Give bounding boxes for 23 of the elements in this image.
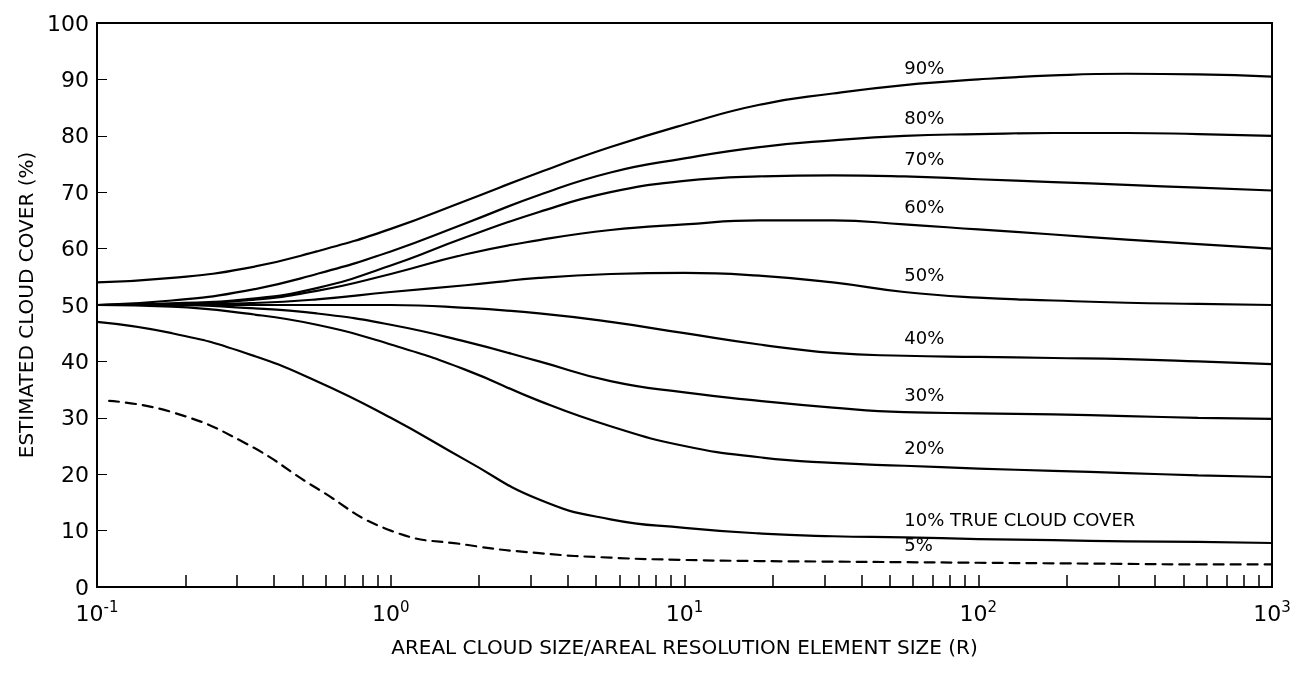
series-label: 40%: [904, 327, 945, 349]
series-label: 70%: [904, 147, 945, 169]
y-tick-label: 0: [75, 574, 89, 600]
y-tick-label: 50: [61, 292, 89, 318]
series-label: 20%: [904, 437, 945, 459]
series-label: 80%: [904, 107, 945, 129]
y-tick-label: 100: [47, 10, 89, 36]
y-tick-label: 10: [61, 518, 89, 544]
y-axis-title: ESTIMATED CLOUD COVER (%): [14, 151, 39, 459]
y-tick-label: 20: [61, 461, 89, 487]
y-tick-label: 80: [61, 123, 89, 149]
series-label: 90%: [904, 56, 945, 78]
y-tick-label: 30: [61, 405, 89, 431]
series-label: 5%: [904, 533, 933, 555]
y-tick-label: 90: [61, 66, 89, 92]
y-tick-label: 70: [61, 179, 89, 205]
series-label: 50%: [904, 263, 945, 285]
y-tick-label: 40: [61, 348, 89, 374]
series-label: 10% TRUE CLOUD COVER: [904, 508, 1136, 530]
series-label: 30%: [904, 383, 945, 405]
series-label: 60%: [904, 195, 945, 217]
x-axis-title: AREAL CLOUD SIZE/AREAL RESOLUTION ELEMENT SIZE (R): [391, 635, 978, 659]
y-tick-label: 60: [61, 236, 89, 262]
